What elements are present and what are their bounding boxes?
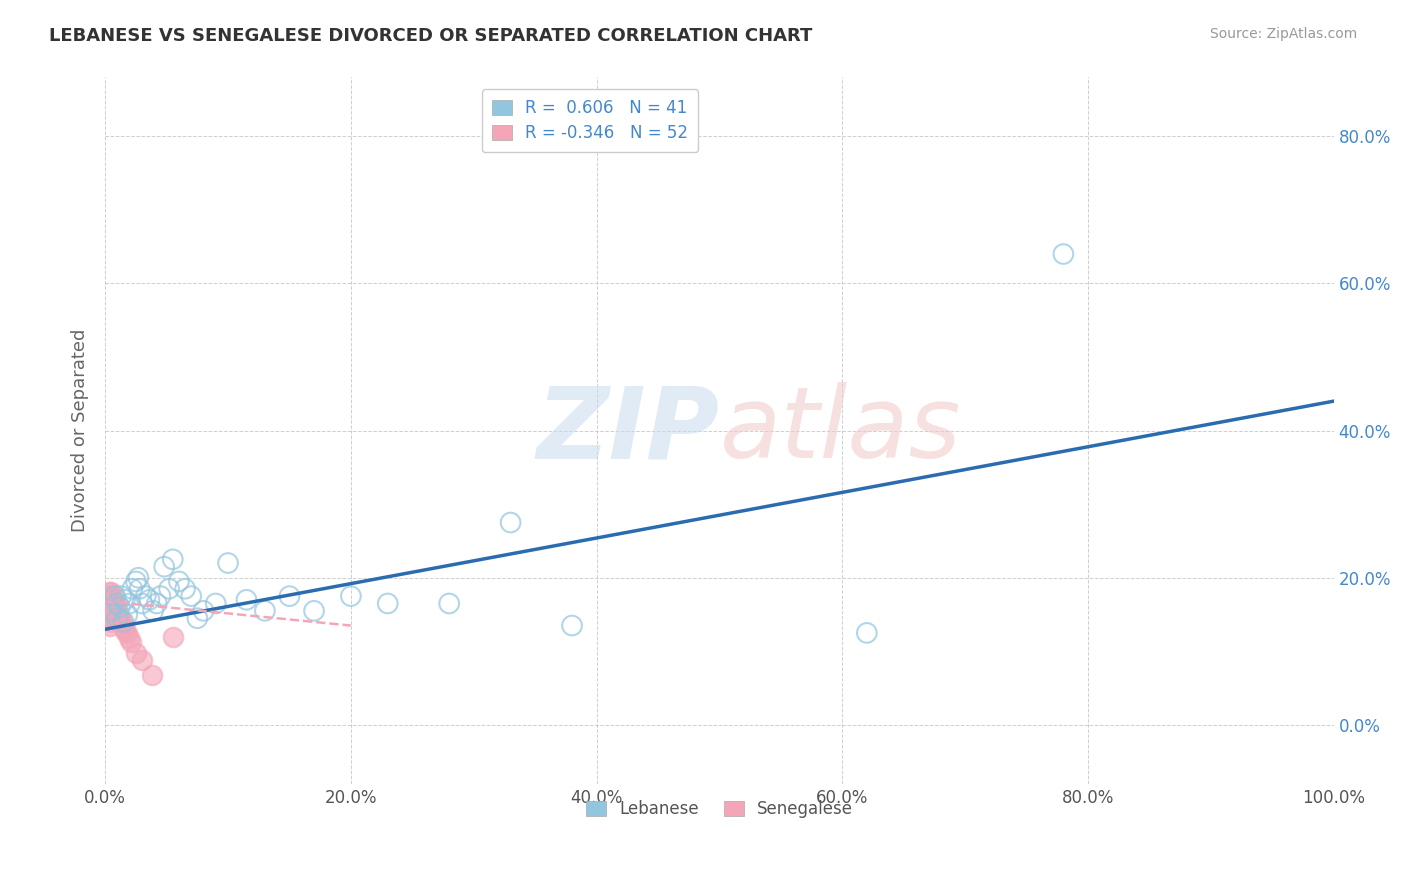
Point	[97, 592, 120, 607]
Point	[174, 582, 197, 596]
Text: Source: ZipAtlas.com: Source: ZipAtlas.com	[1209, 27, 1357, 41]
Point	[117, 631, 139, 645]
Point	[121, 582, 143, 596]
Point	[98, 618, 121, 632]
Point	[118, 597, 141, 611]
Point	[120, 635, 142, 649]
Point	[103, 611, 125, 625]
Point	[157, 582, 180, 596]
Point	[97, 585, 120, 599]
Text: ZIP: ZIP	[537, 382, 720, 479]
Point	[97, 589, 120, 603]
Point	[104, 597, 127, 611]
Point	[103, 592, 125, 607]
Point	[100, 597, 122, 611]
Point	[278, 589, 301, 603]
Point	[98, 607, 121, 622]
Point	[107, 611, 129, 625]
Point	[217, 556, 239, 570]
Point	[97, 604, 120, 618]
Point	[100, 600, 122, 615]
Point	[107, 609, 129, 624]
Point	[107, 597, 129, 611]
Point	[114, 624, 136, 638]
Point	[340, 589, 363, 603]
Point	[110, 614, 132, 628]
Point	[131, 653, 153, 667]
Point	[112, 621, 135, 635]
Point	[97, 600, 120, 615]
Point	[104, 589, 127, 603]
Point	[107, 609, 129, 624]
Point	[112, 615, 135, 629]
Point	[105, 600, 128, 615]
Point	[149, 589, 172, 603]
Point	[97, 611, 120, 625]
Point	[437, 597, 460, 611]
Point	[204, 597, 226, 611]
Point	[100, 589, 122, 603]
Point	[162, 630, 184, 644]
Point	[142, 604, 165, 618]
Point	[856, 626, 879, 640]
Point	[110, 589, 132, 603]
Point	[101, 604, 124, 618]
Point	[100, 585, 122, 599]
Point	[377, 597, 399, 611]
Point	[107, 604, 129, 618]
Point	[253, 604, 276, 618]
Point	[141, 668, 163, 682]
Point	[153, 559, 176, 574]
Point	[100, 604, 122, 618]
Point	[104, 611, 127, 625]
Point	[135, 589, 157, 603]
Point	[128, 582, 150, 596]
Point	[100, 607, 122, 622]
Point	[98, 597, 121, 611]
Text: atlas: atlas	[720, 382, 962, 479]
Point	[98, 600, 121, 615]
Point	[111, 616, 134, 631]
Point	[103, 600, 125, 615]
Point	[100, 615, 122, 629]
Legend: Lebanese, Senegalese: Lebanese, Senegalese	[579, 794, 859, 825]
Point	[125, 646, 148, 660]
Point	[146, 597, 169, 611]
Point	[1052, 247, 1074, 261]
Point	[103, 604, 125, 618]
Point	[100, 604, 122, 618]
Y-axis label: Divorced or Separated: Divorced or Separated	[72, 329, 89, 533]
Point	[97, 597, 120, 611]
Point	[193, 604, 215, 618]
Point	[98, 611, 121, 625]
Point	[108, 600, 131, 615]
Point	[186, 611, 208, 625]
Point	[114, 592, 136, 607]
Point	[561, 618, 583, 632]
Point	[98, 592, 121, 607]
Point	[97, 597, 120, 611]
Point	[167, 574, 190, 589]
Point	[98, 589, 121, 603]
Point	[138, 592, 160, 607]
Point	[97, 604, 120, 618]
Point	[235, 592, 257, 607]
Point	[117, 607, 139, 622]
Point	[101, 611, 124, 625]
Point	[180, 589, 202, 603]
Point	[105, 607, 128, 622]
Point	[131, 597, 153, 611]
Point	[97, 592, 120, 607]
Point	[125, 574, 148, 589]
Point	[162, 552, 184, 566]
Point	[499, 516, 522, 530]
Point	[101, 597, 124, 611]
Point	[97, 589, 120, 603]
Point	[117, 626, 139, 640]
Text: LEBANESE VS SENEGALESE DIVORCED OR SEPARATED CORRELATION CHART: LEBANESE VS SENEGALESE DIVORCED OR SEPAR…	[49, 27, 813, 45]
Point	[127, 571, 149, 585]
Point	[108, 615, 131, 629]
Point	[302, 604, 325, 618]
Point	[100, 592, 122, 607]
